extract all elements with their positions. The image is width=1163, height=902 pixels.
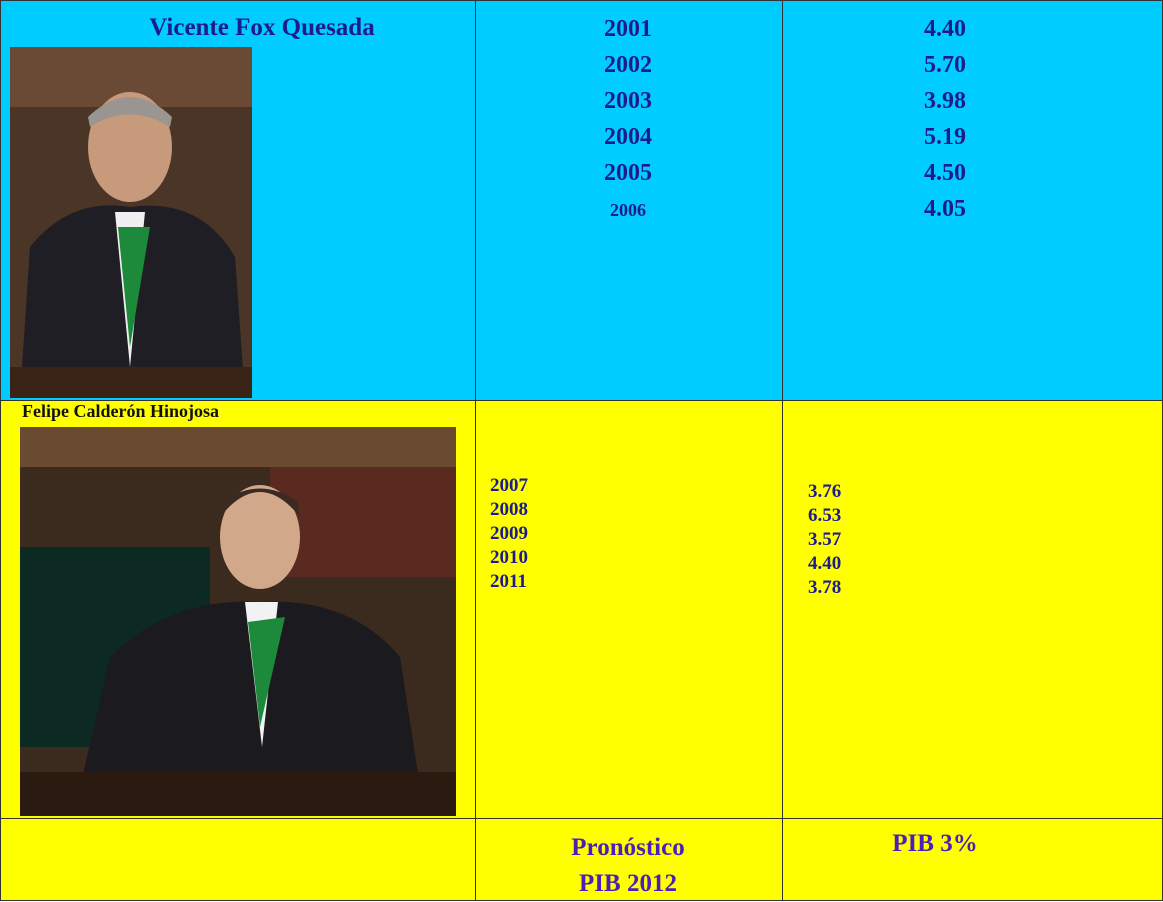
growth-value: 3.57	[808, 529, 841, 551]
forecast-label-line: PIB 2012	[571, 866, 684, 902]
growth-value: 4.40	[808, 553, 841, 575]
growth-value: 4.50	[924, 160, 966, 187]
cell	[782, 400, 1163, 819]
portrait	[20, 427, 456, 816]
year: 2006	[610, 200, 646, 221]
growth-value: 4.05	[924, 196, 966, 223]
president-name: Felipe Calderón Hinojosa	[22, 401, 219, 422]
forecast-label-line: Pronóstico	[571, 830, 684, 866]
year: 2007	[490, 475, 528, 497]
page: Vicente Fox Quesada Felipe Calderón Hino…	[0, 0, 1163, 901]
growth-value: 3.78	[808, 577, 841, 599]
growth-value: 6.53	[808, 505, 841, 527]
year: 2008	[490, 499, 528, 521]
year: 2010	[490, 547, 528, 569]
growth-value: 3.98	[924, 88, 966, 115]
year: 2002	[604, 52, 652, 79]
growth-value: 3.76	[808, 481, 841, 503]
year: 2003	[604, 88, 652, 115]
year: 2001	[604, 16, 652, 43]
portrait	[10, 47, 252, 398]
year: 2005	[604, 160, 652, 187]
year: 2011	[490, 571, 527, 593]
president-name: Vicente Fox Quesada	[149, 14, 374, 42]
year: 2009	[490, 523, 528, 545]
growth-value: 5.19	[924, 124, 966, 151]
growth-value: 5.70	[924, 52, 966, 79]
cell	[0, 818, 476, 901]
cell	[475, 400, 783, 819]
year: 2004	[604, 124, 652, 151]
growth-value: 4.40	[924, 16, 966, 43]
forecast-value: PIB 3%	[892, 830, 977, 858]
cell	[782, 0, 1163, 401]
